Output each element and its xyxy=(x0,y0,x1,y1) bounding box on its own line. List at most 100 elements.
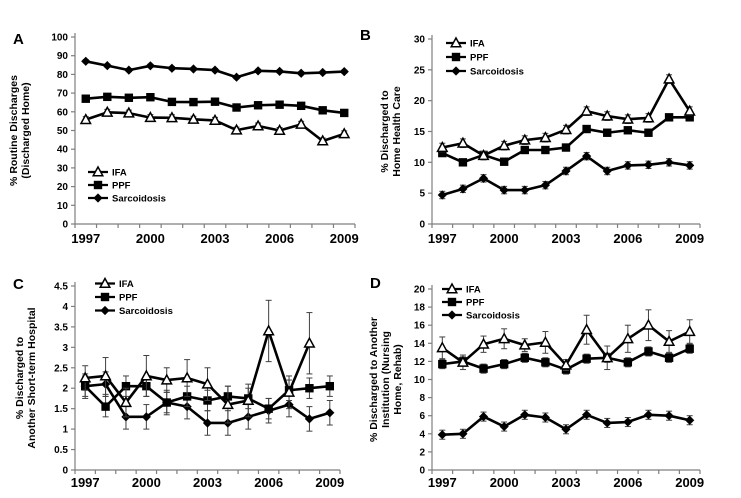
y-axis-title: % Discharged to Another Institution (Nurs… xyxy=(368,317,404,442)
triangle-marker xyxy=(79,113,92,125)
square-marker xyxy=(623,126,633,135)
square-marker xyxy=(664,113,674,122)
svg-text:2000: 2000 xyxy=(136,231,165,246)
square-marker xyxy=(325,381,335,391)
diamond-marker xyxy=(664,411,674,421)
square-marker xyxy=(210,97,220,106)
diamond-marker xyxy=(275,66,285,77)
svg-text:2: 2 xyxy=(62,384,68,395)
svg-text:IFA: IFA xyxy=(119,279,134,290)
svg-text:2: 2 xyxy=(419,447,425,458)
triangle-marker xyxy=(181,371,194,383)
svg-text:4: 4 xyxy=(62,302,68,313)
triangle-marker xyxy=(580,323,593,335)
square-marker xyxy=(685,113,694,122)
triangle-marker xyxy=(663,334,676,347)
svg-text:0: 0 xyxy=(419,466,425,477)
diamond-marker xyxy=(437,430,447,440)
diamond-marker xyxy=(643,410,654,420)
square-marker xyxy=(458,158,468,167)
triangle-marker xyxy=(122,106,135,118)
square-marker xyxy=(499,359,509,369)
svg-text:2000: 2000 xyxy=(490,475,519,490)
svg-text:100: 100 xyxy=(51,33,68,44)
square-marker xyxy=(100,292,110,302)
triangle-marker xyxy=(144,111,157,123)
svg-text:IFA: IFA xyxy=(470,39,485,50)
diamond-marker xyxy=(582,410,592,420)
square-marker xyxy=(93,180,103,190)
diamond-marker xyxy=(318,67,328,78)
svg-text:20: 20 xyxy=(57,182,69,193)
svg-text:Sarcoidosis: Sarcoidosis xyxy=(112,194,166,205)
diamond-marker xyxy=(447,310,457,320)
legend: IFA PPF Sarcoidosis xyxy=(442,282,520,322)
panel-b: 0 5 10 15 20 25 30 1997 2000 2003 2006 2009 % Discha… xyxy=(379,35,704,247)
square-marker xyxy=(623,358,633,367)
triangle-marker xyxy=(642,111,655,123)
square-marker xyxy=(644,128,653,137)
diamond-marker xyxy=(643,160,654,170)
square-marker xyxy=(121,381,131,391)
svg-text:2009: 2009 xyxy=(315,475,344,490)
triangle-marker xyxy=(621,112,634,124)
triangle-marker xyxy=(559,123,573,135)
square-marker xyxy=(124,93,134,102)
svg-text:2003: 2003 xyxy=(193,475,222,490)
diamond-marker xyxy=(304,414,315,424)
triangle-marker xyxy=(436,140,449,153)
y-tick-labels: 0 2 4 6 8 10 12 14 16 18 20 xyxy=(414,285,426,477)
svg-text:14: 14 xyxy=(414,339,426,350)
svg-text:PPF: PPF xyxy=(470,53,489,64)
svg-text:4.5: 4.5 xyxy=(54,282,68,293)
svg-text:IFA: IFA xyxy=(466,285,481,296)
series-ifa xyxy=(436,72,696,161)
diamond-marker xyxy=(231,72,242,82)
diamond-marker xyxy=(561,424,571,434)
svg-text:2009: 2009 xyxy=(675,475,704,490)
y-axis-title: % Discharged to Another Short-term Hospit… xyxy=(14,307,38,448)
triangle-marker xyxy=(683,324,696,337)
svg-text:Sarcoidosis: Sarcoidosis xyxy=(119,306,173,317)
diamond-marker xyxy=(141,412,151,422)
triangle-marker xyxy=(539,335,552,347)
diamond-marker xyxy=(458,429,468,439)
diamond-marker xyxy=(145,61,155,71)
diamond-marker xyxy=(93,193,103,203)
axes xyxy=(71,282,341,474)
panel-c: 0 0.5 1 1.5 2 2.5 3 3.5 4 4.5 1997 2000 2003 2006 2009… xyxy=(14,276,344,490)
series-ifa xyxy=(79,299,316,424)
svg-text:Home, Rehab): Home, Rehab) xyxy=(392,344,404,415)
panel-d: 0 2 4 6 8 10 12 14 16 18 20 1997 2000 2003 2006 2009 % D… xyxy=(368,282,704,490)
svg-text:Sarcoidosis: Sarcoidosis xyxy=(466,311,520,322)
square-marker xyxy=(103,92,112,102)
x-tick-labels: 1997 2000 2003 2006 2009 xyxy=(428,231,704,246)
triangle-marker xyxy=(559,358,573,370)
triangle-marker xyxy=(303,336,316,348)
svg-text:% Routine Discharges: % Routine Discharges xyxy=(8,75,20,186)
square-marker xyxy=(561,143,571,152)
square-marker xyxy=(520,145,529,155)
error-bars xyxy=(82,299,313,424)
svg-text:16: 16 xyxy=(414,321,426,332)
panel-c-letter: C xyxy=(13,276,24,293)
svg-text:1997: 1997 xyxy=(71,231,100,246)
x-tick-labels: 1997 2000 2003 2006 2009 xyxy=(71,231,358,246)
square-marker xyxy=(582,354,591,363)
svg-text:3.5: 3.5 xyxy=(54,322,68,333)
diamond-marker xyxy=(296,68,306,78)
svg-text:30: 30 xyxy=(414,35,426,46)
square-marker xyxy=(162,398,171,407)
diamond-marker xyxy=(540,412,550,423)
axes xyxy=(71,33,356,228)
diamond-marker xyxy=(623,417,633,427)
svg-text:0: 0 xyxy=(419,220,425,231)
triangle-marker xyxy=(165,111,178,123)
triangle-marker xyxy=(477,148,490,161)
diamond-marker xyxy=(325,408,335,418)
square-marker xyxy=(81,94,90,103)
square-marker xyxy=(167,97,177,107)
panel-a: 0 10 20 30 40 50 60 70 80 90 100 1997 2000 2003 2006 20… xyxy=(8,33,359,247)
triangle-marker xyxy=(445,282,459,294)
